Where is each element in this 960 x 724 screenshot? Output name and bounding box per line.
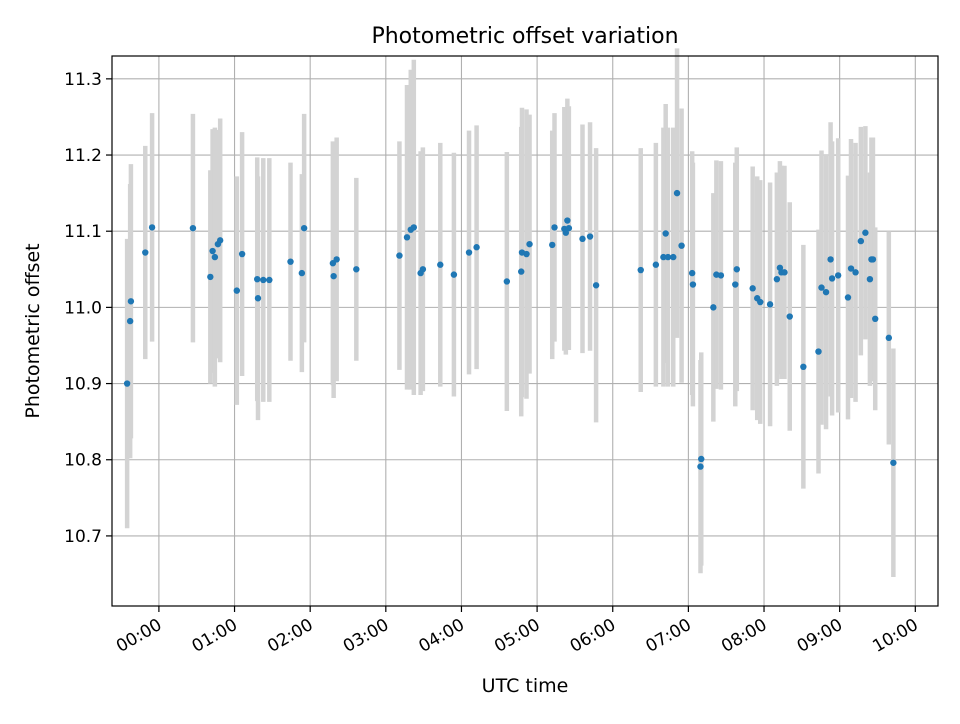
data-point (518, 268, 525, 275)
data-point (142, 249, 149, 256)
data-point (254, 295, 262, 302)
data-point (652, 261, 660, 268)
data-point (526, 240, 533, 248)
data-point (637, 266, 644, 274)
y-tick-label: 11.3 (64, 70, 102, 90)
data-point (710, 304, 717, 311)
data-point (266, 276, 273, 284)
data-point (592, 282, 600, 289)
data-point (465, 249, 473, 256)
data-point (678, 242, 685, 249)
data-point (333, 256, 340, 263)
data-point (766, 301, 774, 308)
x-axis-label: UTC time (482, 675, 569, 697)
axes-frame (111, 55, 939, 607)
data-point (209, 247, 216, 255)
data-point (662, 230, 669, 237)
data-point (126, 317, 134, 325)
data-point (822, 288, 830, 296)
data-point (757, 298, 764, 306)
data-point (216, 237, 224, 244)
data-point (869, 256, 877, 263)
data-point (410, 224, 418, 231)
data-point (773, 275, 781, 283)
y-tick-label: 10.7 (64, 527, 102, 547)
data-point (579, 235, 586, 243)
data-point (396, 252, 403, 259)
data-point (786, 313, 793, 320)
data-point (189, 224, 197, 232)
data-point (664, 253, 672, 261)
y-tick-label: 11.1 (64, 222, 102, 242)
data-point (298, 269, 306, 277)
data-point (211, 253, 219, 261)
data-point (781, 269, 788, 276)
data-point (523, 250, 530, 258)
data-point (419, 266, 427, 273)
data-point (562, 229, 570, 236)
data-point (353, 266, 360, 273)
data-point (549, 241, 556, 249)
y-tick-label: 11.2 (64, 146, 102, 166)
data-point (866, 275, 874, 283)
data-point (857, 237, 865, 245)
data-point (697, 463, 704, 470)
data-point (660, 253, 667, 261)
data-point (233, 287, 241, 294)
y-tick-label: 10.8 (64, 451, 102, 471)
y-tick-label: 10.9 (64, 375, 102, 395)
data-point (300, 224, 308, 232)
data-point (238, 250, 246, 258)
data-point (872, 315, 879, 323)
data-point (123, 380, 131, 387)
data-point (564, 217, 571, 224)
data-point (260, 276, 267, 284)
data-point (885, 334, 893, 342)
y-tick-label: 11.0 (64, 298, 102, 318)
data-point (254, 275, 261, 283)
chart-title: Photometric offset variation (371, 24, 678, 49)
data-point (698, 455, 705, 463)
data-point (673, 189, 681, 197)
data-point (688, 269, 696, 277)
data-point (818, 284, 825, 291)
data-point (890, 459, 897, 466)
data-point (450, 271, 458, 278)
data-point (586, 233, 594, 240)
data-point (733, 266, 740, 273)
data-point (437, 261, 444, 268)
data-point (503, 278, 511, 285)
data-point (670, 253, 677, 261)
data-point (565, 224, 573, 232)
data-point (207, 273, 214, 281)
data-point (800, 363, 807, 371)
data-point (815, 348, 822, 355)
data-point (749, 285, 756, 292)
data-point (551, 224, 558, 231)
data-point (330, 272, 337, 280)
data-point (827, 256, 834, 263)
data-point (834, 272, 842, 279)
data-point (717, 272, 725, 279)
data-point (689, 281, 697, 288)
data-point (148, 224, 156, 231)
data-point (473, 244, 480, 251)
data-point (844, 294, 852, 301)
data-point (862, 229, 869, 236)
data-point (287, 258, 294, 265)
data-point (403, 234, 411, 241)
data-point (732, 281, 739, 288)
data-point (847, 265, 855, 272)
data-points (123, 189, 897, 470)
data-point (852, 269, 859, 276)
data-point (127, 298, 135, 305)
data-point (828, 275, 836, 282)
y-axis-label: Photometric offset (22, 243, 44, 418)
